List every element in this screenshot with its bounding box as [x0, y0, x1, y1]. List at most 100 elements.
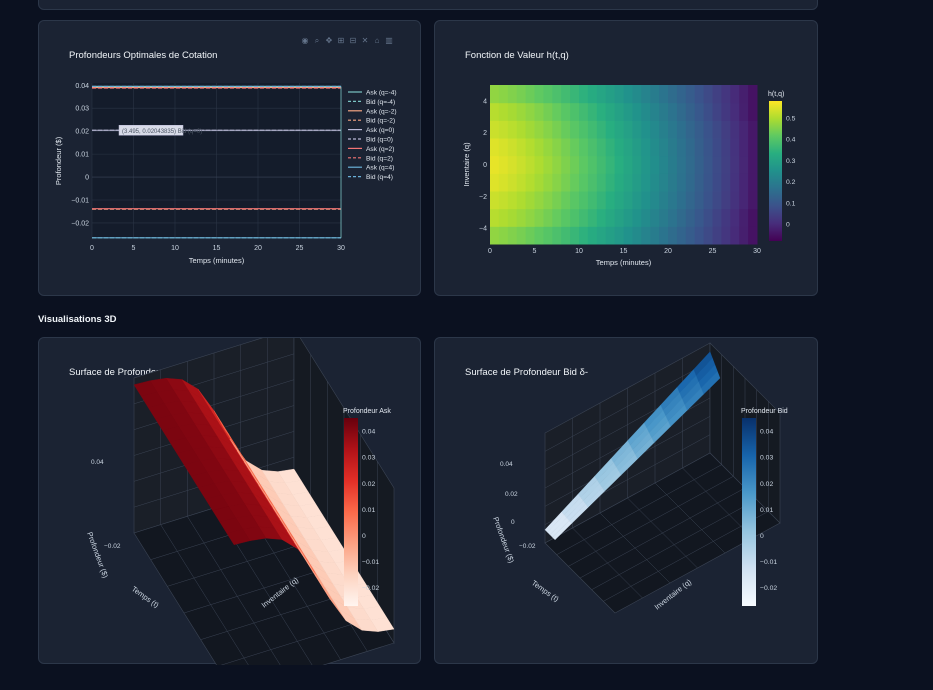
colorbar-tick-label: 0 — [760, 533, 764, 540]
heatmap-cell — [712, 191, 722, 210]
heatmap-cell — [641, 102, 651, 121]
heatmap-cell — [721, 208, 731, 227]
legend-item: Ask (q=-4) — [366, 90, 397, 97]
heatmap-cell — [561, 102, 571, 121]
autoscale-icon[interactable]: ✕ — [361, 36, 369, 45]
heatmap-cell — [587, 208, 598, 227]
heatmap-cell — [668, 191, 678, 210]
camera-icon[interactable]: ◉ — [301, 36, 309, 45]
heatmap-cell — [685, 226, 696, 245]
y-tick-label: 0.01 — [75, 152, 89, 159]
heatmap-cell — [685, 173, 696, 192]
x-tick-label: 0 — [488, 248, 492, 255]
heatmap-cell — [730, 85, 740, 104]
pan-icon[interactable]: ✥ — [325, 36, 333, 45]
heatmap-cell — [490, 226, 500, 245]
heatmap-cell — [694, 191, 705, 210]
heatmap-cell — [632, 155, 642, 174]
heatmap-cell — [534, 226, 544, 245]
ask-surface-plot[interactable]: Profondeur ($)Temps (t) Inventaire (q)0.0… — [39, 338, 422, 665]
depths-chart-card: Profondeurs Optimales de Cotation ◉ ⌕ ✥ … — [38, 20, 421, 296]
heatmap-cell — [605, 85, 616, 104]
heatmap-cell — [552, 173, 562, 192]
heatmap-cell — [596, 208, 607, 227]
heatmap-cell — [641, 85, 651, 104]
zoom-in-icon[interactable]: ⊞ — [337, 36, 345, 45]
y-tick-label: 0.04 — [75, 83, 89, 90]
heatmap-cell — [641, 173, 651, 192]
bid-surface-plot[interactable]: Profondeur ($)Temps (t) Inventaire (q)0.0… — [435, 338, 819, 665]
x-tick-label: 30 — [337, 245, 345, 252]
legend-item: Ask (q=0) — [366, 127, 394, 134]
heatmap-cell — [739, 226, 749, 245]
heatmap-cell — [552, 208, 562, 227]
heatmap-cell — [650, 155, 660, 174]
heatmap-cell — [498, 191, 509, 210]
heatmap-cell — [490, 173, 500, 192]
heatmap-cell — [507, 191, 518, 210]
colorbar-title: Profondeur Bid — [741, 408, 788, 415]
heatmap-cell — [507, 85, 518, 104]
legend-item: Bid (q=-4) — [366, 99, 395, 106]
x-tick-label: 5 — [533, 248, 537, 255]
hover-label: (3.495, 0.02043835) Bid (q=0) — [122, 129, 202, 135]
x-tick-label: 25 — [296, 245, 304, 252]
heatmap-cell — [623, 226, 633, 245]
heatmap-cell — [730, 120, 740, 139]
zoom-icon[interactable]: ⌕ — [314, 36, 320, 45]
heatmap-cell — [703, 120, 713, 139]
legend-item: Bid (q=-2) — [366, 118, 395, 125]
heatmap-cell — [596, 102, 607, 121]
colorbar-tick-label: −0.01 — [760, 559, 777, 566]
heatmap-cell — [605, 173, 616, 192]
heatmap-cell — [712, 102, 722, 121]
heatmap-cell — [570, 208, 580, 227]
heatmap-cell — [561, 208, 571, 227]
heatmap-cell — [659, 155, 669, 174]
heatmap-cell — [650, 138, 660, 157]
heatmap-cell — [632, 191, 642, 210]
heatmap-cell — [596, 173, 607, 192]
heatmap-cell — [632, 208, 642, 227]
plotly-logo-icon[interactable]: ▥ — [385, 36, 393, 45]
value-heatmap[interactable]: 0 5 10 15 20 25 30 −4 −2 0 2 4 Temps (minutes) Invent… — [435, 21, 819, 297]
z-tick-label: 0 — [511, 519, 515, 526]
heatmap-cell — [730, 208, 740, 227]
heatmap-cell — [659, 191, 669, 210]
heatmap-cell — [748, 226, 758, 245]
heatmap-cell — [739, 173, 749, 192]
heatmap-cell — [605, 155, 616, 174]
heatmap-cell — [561, 191, 571, 210]
colorbar-tick-label: 0 — [362, 533, 366, 540]
heatmap-cell — [605, 226, 616, 245]
colorbar-tick-label: 0.03 — [760, 455, 773, 462]
heatmap-cell — [543, 85, 553, 104]
heatmap-cell — [525, 102, 535, 121]
heatmap-cell — [507, 155, 518, 174]
heatmap-cell — [703, 155, 713, 174]
y-tick-label: 0 — [85, 175, 89, 182]
heatmap-cell — [552, 226, 562, 245]
x-tick-label: 10 — [575, 248, 583, 255]
heatmap-cell — [552, 120, 562, 139]
heatmap-cell — [748, 120, 758, 139]
heatmap-cell — [516, 120, 527, 139]
heatmap-cell — [543, 155, 553, 174]
heatmap-cell — [570, 191, 580, 210]
heatmap-cell — [579, 120, 589, 139]
surface-patch — [552, 520, 572, 541]
heatmap-cell — [668, 226, 678, 245]
heatmap-cell — [614, 155, 624, 174]
heatmap-cell — [561, 155, 571, 174]
heatmap-cell — [490, 85, 500, 104]
heatmap-cell — [650, 191, 660, 210]
home-icon[interactable]: ⌂ — [374, 36, 380, 45]
colorbar — [742, 418, 756, 606]
depths-line-chart[interactable]: 0 5 10 15 20 25 30 −0.02 −0.01 0 0.01 0.02 0.03 0.04 T… — [39, 21, 422, 297]
heatmap-cell — [721, 173, 731, 192]
heatmap-cell — [641, 155, 651, 174]
colorbar-title: h(t,q) — [768, 91, 784, 98]
y-tick-label: −0.02 — [71, 220, 89, 227]
heatmap-cell — [570, 155, 580, 174]
zoom-out-icon[interactable]: ⊟ — [349, 36, 357, 45]
